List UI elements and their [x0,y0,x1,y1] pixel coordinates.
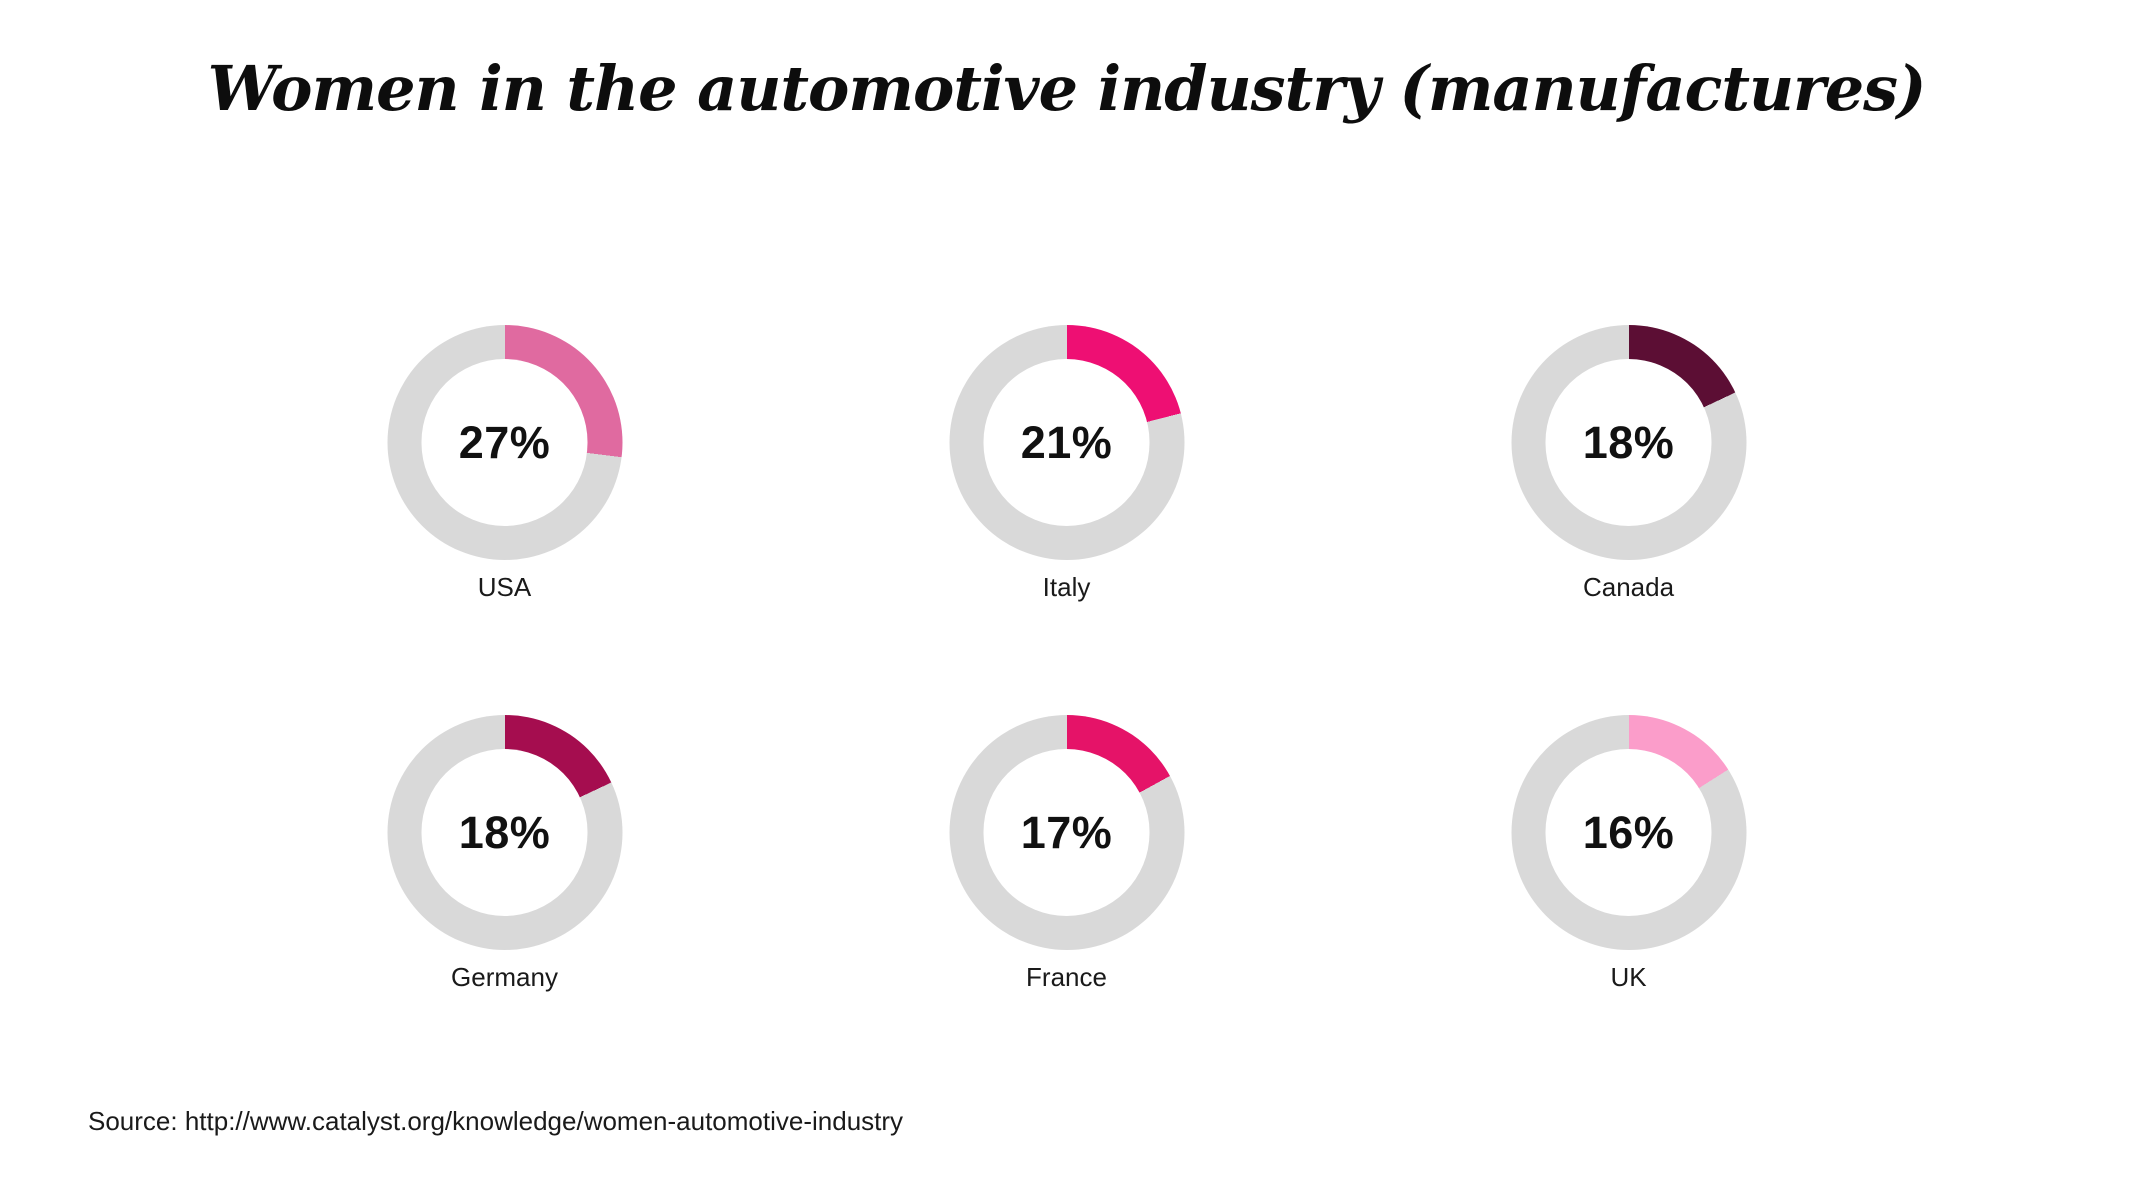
donut-chart-france: 17% France [949,715,1184,992]
donut-percentage-germany: 18% [458,806,551,858]
donut-chart-canada: 18% Canada [1511,325,1746,602]
donut-chart-usa: 27% USA [387,325,622,602]
donut-ring-italy: 21% [949,325,1184,560]
donut-country-label-italy: Italy [1042,572,1091,602]
donut-percentage-uk: 16% [1582,806,1675,858]
donut-percentage-france: 17% [1020,806,1113,858]
donut-country-label-canada: Canada [1582,572,1675,602]
donut-chart-germany: 18% Germany [387,715,622,992]
donut-country-label-france: France [1026,962,1107,992]
donut-ring-usa: 27% [387,325,622,560]
donut-chart-uk: 16% UK [1511,715,1746,992]
donut-percentage-canada: 18% [1582,416,1675,468]
donut-country-label-usa: USA [477,572,532,602]
chart-title: Women in the automotive industry (manufa… [207,52,1927,125]
donut-percentage-usa: 27% [458,416,551,468]
donut-country-label-germany: Germany [451,962,558,992]
donut-ring-uk: 16% [1511,715,1746,950]
donut-percentage-italy: 21% [1020,416,1113,468]
donut-country-label-uk: UK [1610,962,1647,992]
source-text: Source: http://www.catalyst.org/knowledg… [88,1106,904,1136]
donut-ring-france: 17% [949,715,1184,950]
donut-ring-germany: 18% [387,715,622,950]
donut-ring-canada: 18% [1511,325,1746,560]
donut-chart-italy: 21% Italy [949,325,1184,602]
donut-grid: 27% USA 21% Italy 18% Canada 18% Germany… [387,325,1746,992]
